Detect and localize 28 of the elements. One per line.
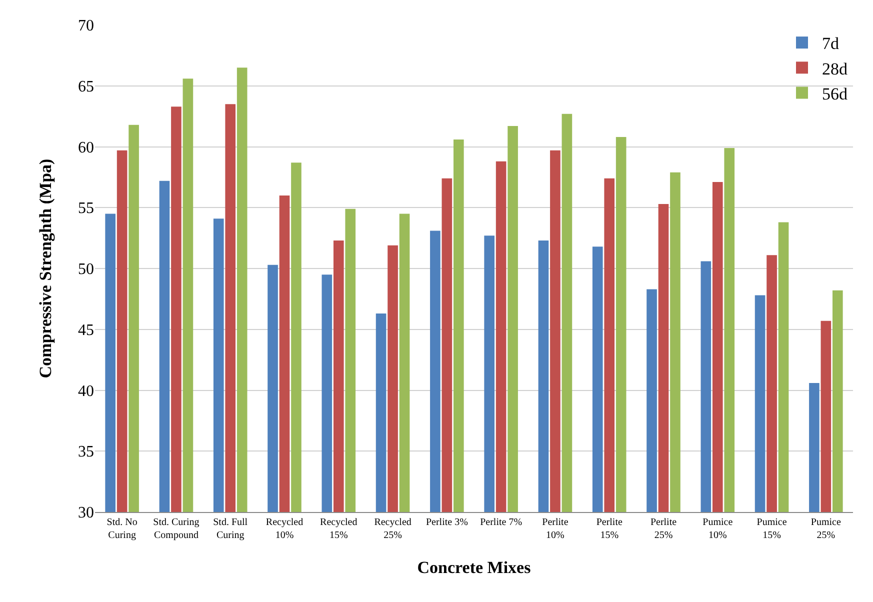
legend-label: 7d [822,34,840,54]
x-tick-label: Perlite 7% [480,517,522,528]
x-tick-label: Recycled 25% [374,517,412,541]
x-tick-label: Std. Full Curing [213,517,248,541]
x-tick-label: Perlite 3% [426,517,468,528]
x-tick-label: Recycled 15% [320,517,358,541]
x-tick-label: Std. Curing Compound [153,517,200,541]
y-tick-label: 45 [78,322,94,339]
x-tick-label: Perlite 10% [542,517,569,541]
x-tick-label: Perlite 15% [596,517,623,541]
y-tick-label: 65 [78,78,94,96]
legend-label: 28d [822,59,848,78]
x-axis-title: Concrete Mixes [417,558,532,577]
y-tick-label: 55 [78,200,94,218]
x-tick-label: Pumice 15% [756,517,788,541]
y-tick-label: 30 [78,504,94,522]
x-tick-label: Perlite 25% [650,517,678,541]
x-tick-label: Pumice 25% [810,517,842,541]
y-tick-label: 60 [78,139,94,156]
y-tick-label: 35 [78,444,94,461]
y-axis-title: Compressive Strenghth (Mpa) [36,158,55,378]
y-tick-label: 50 [78,261,94,278]
y-tick-label: 40 [78,382,94,400]
x-tick-label: Pumice 10% [702,517,734,541]
y-tick-label: 70 [78,18,94,35]
x-tick-label: Std. No Curing [106,517,138,541]
legend-label: 56d [822,84,848,104]
x-tick-label: Recycled 10% [266,517,304,541]
